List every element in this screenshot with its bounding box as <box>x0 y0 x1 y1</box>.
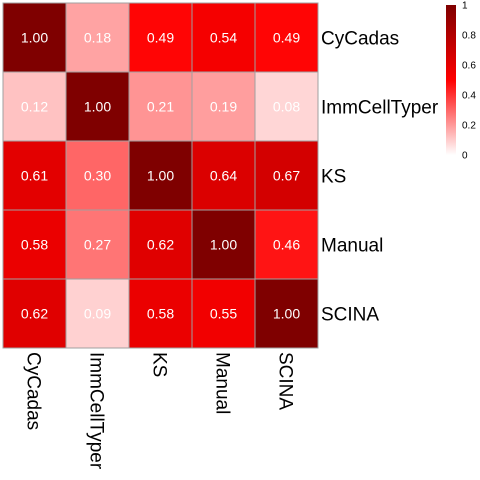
heatmap-cell-Manual-CyCadas <box>2 209 67 280</box>
heatmap-cell-CyCadas-Manual <box>191 2 256 73</box>
heatmap-cell-CyCadas-ImmCellTyper <box>65 2 130 73</box>
heatmap-cell-Manual-Manual <box>191 209 256 280</box>
row-label-ImmCellTyper: ImmCellTyper <box>321 98 439 119</box>
heatmap-cell-value: 1.00 <box>21 30 48 46</box>
heatmap-cell-value: 0.08 <box>273 99 300 115</box>
heatmap-cell-value: 0.67 <box>273 168 300 184</box>
heatmap-cell-value: 0.27 <box>84 237 111 253</box>
heatmap-cell-SCINA-KS <box>128 278 193 349</box>
heatmap-cell-value: 0.62 <box>147 237 174 253</box>
heatmap-cell-value: 0.46 <box>273 237 300 253</box>
heatmap-cell-value: 0.54 <box>210 30 237 46</box>
legend-tick-label: 0.2 <box>462 121 476 132</box>
legend-tick-label: 0 <box>462 151 468 162</box>
heatmap-cell-ImmCellTyper-SCINA <box>254 71 319 142</box>
column-label-Manual: Manual <box>212 352 233 414</box>
column-label-CyCadas: CyCadas <box>23 352 44 430</box>
heatmap-cell-Manual-ImmCellTyper <box>65 209 130 280</box>
column-labels: CyCadas ImmCellTyper KS Manual SCINA <box>23 352 296 470</box>
column-label-SCINA: SCINA <box>275 352 296 410</box>
heatmap-cell-value: 0.61 <box>21 168 48 184</box>
heatmap-cells <box>2 2 319 349</box>
heatmap-cell-value: 0.64 <box>210 168 237 184</box>
heatmap-cell-CyCadas-CyCadas <box>2 2 67 73</box>
heatmap-cell-Manual-SCINA <box>254 209 319 280</box>
heatmap-cell-KS-Manual <box>191 140 256 211</box>
legend-tick-label: 1 <box>462 1 468 12</box>
heatmap-cell-KS-ImmCellTyper <box>65 140 130 211</box>
heatmap-cell-value: 0.19 <box>210 99 237 115</box>
heatmap-cell-SCINA-ImmCellTyper <box>65 278 130 349</box>
legend-tick-label: 0.4 <box>462 91 476 102</box>
heatmap-cell-values: 1.00 0.18 0.49 0.54 0.49 0.12 1.00 0.21 0.19 0.08… <box>21 30 300 322</box>
heatmap-cell-value: 1.00 <box>147 168 174 184</box>
legend-tick-label: 0.6 <box>462 61 476 72</box>
heatmap-cell-value: 0.58 <box>21 237 48 253</box>
heatmap-cell-value: 0.58 <box>147 306 174 322</box>
heatmap-cell-value: 0.49 <box>147 30 174 46</box>
heatmap-cell-value: 0.21 <box>147 99 174 115</box>
row-label-KS: KS <box>321 167 346 188</box>
heatmap-cell-SCINA-SCINA <box>254 278 319 349</box>
heatmap-cell-value: 0.62 <box>21 306 48 322</box>
heatmap-cell-value: 1.00 <box>210 237 237 253</box>
row-label-CyCadas: CyCadas <box>321 29 399 50</box>
row-labels: CyCadas ImmCellTyper KS Manual SCINA <box>321 29 439 326</box>
legend-colorbar <box>446 5 456 155</box>
heatmap-cell-CyCadas-KS <box>128 2 193 73</box>
column-label-KS: KS <box>149 352 170 377</box>
color-legend: 0 0.2 0.4 0.6 0.8 1 <box>446 1 476 162</box>
heatmap-cell-value: 0.18 <box>84 30 111 46</box>
column-label-ImmCellTyper: ImmCellTyper <box>86 352 107 470</box>
heatmap-cell-value: 0.49 <box>273 30 300 46</box>
heatmap-cell-value: 1.00 <box>84 99 111 115</box>
row-label-SCINA: SCINA <box>321 305 379 326</box>
heatmap-cell-Manual-KS <box>128 209 193 280</box>
heatmap-cell-ImmCellTyper-KS <box>128 71 193 142</box>
heatmap-cell-SCINA-CyCadas <box>2 278 67 349</box>
heatmap-cell-value: 0.30 <box>84 168 111 184</box>
heatmap-cell-value: 0.55 <box>210 306 237 322</box>
heatmap-cell-ImmCellTyper-CyCadas <box>2 71 67 142</box>
heatmap-cell-value: 1.00 <box>273 306 300 322</box>
heatmap-cell-value: 0.12 <box>21 99 48 115</box>
legend-tick-label: 0.8 <box>462 31 476 42</box>
heatmap-cell-KS-SCINA <box>254 140 319 211</box>
row-label-Manual: Manual <box>321 236 383 257</box>
heatmap-cell-value: 0.09 <box>84 306 111 322</box>
